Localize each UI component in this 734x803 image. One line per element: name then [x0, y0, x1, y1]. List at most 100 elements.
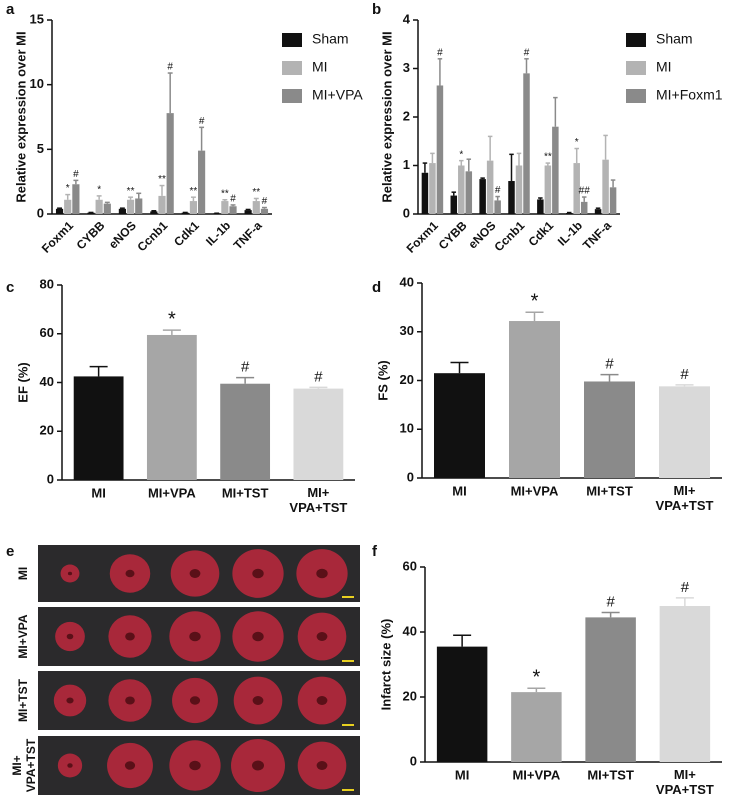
x-tick-label: TNF-a — [231, 218, 265, 252]
bar — [479, 179, 486, 214]
bar — [135, 198, 143, 214]
bar — [573, 163, 580, 214]
bar — [126, 199, 135, 214]
row-label: MI — [16, 567, 30, 580]
bar — [594, 209, 602, 214]
panel-letter: d — [372, 279, 381, 296]
x-tick-label: Ccnb1 — [492, 218, 528, 254]
x-tick-label: IL-1b — [203, 218, 233, 248]
slice-lumen — [189, 696, 201, 705]
y-tick-label: 60 — [40, 325, 54, 340]
bar — [166, 113, 174, 214]
slice-lumen — [125, 632, 135, 641]
x-tick-label: MI+TST — [222, 485, 269, 500]
y-tick-label: 4 — [403, 11, 411, 26]
x-tick-label: MI+ VPA+TST — [656, 483, 714, 513]
bar — [580, 201, 588, 214]
bar — [565, 213, 573, 214]
x-tick-label: MI — [455, 767, 469, 782]
bar — [450, 195, 458, 214]
annotation: # — [680, 366, 689, 383]
y-axis-label: Relative expression over MI — [13, 31, 28, 202]
bar — [55, 208, 64, 214]
slice-lumen — [66, 633, 74, 640]
annotation: # — [167, 62, 173, 73]
y-tick-label: 0 — [410, 753, 417, 768]
panel-letter: a — [6, 1, 15, 18]
panel-letter: e — [6, 543, 14, 560]
legend-label: Sham — [312, 31, 349, 47]
x-tick-label: Cdk1 — [526, 218, 557, 249]
annotation: # — [524, 47, 530, 58]
bar — [244, 210, 252, 214]
y-axis-label: FS (%) — [375, 360, 390, 400]
legend-label: MI+Foxm1 — [656, 87, 723, 103]
panel-letter: b — [372, 1, 381, 18]
slice-lumen — [189, 569, 201, 578]
bar — [659, 606, 711, 762]
y-tick-label: 40 — [400, 274, 414, 289]
bar — [585, 617, 636, 762]
annotation: ## — [579, 186, 591, 197]
annotation: ** — [127, 186, 135, 197]
panel-letter: f — [372, 543, 378, 560]
x-tick-label: MI — [452, 483, 466, 498]
y-tick-label: 20 — [400, 372, 414, 387]
scale-bar — [342, 789, 354, 791]
y-tick-label: 15 — [30, 11, 44, 26]
row-label: MI+VPA — [16, 614, 30, 658]
bar — [220, 383, 271, 480]
bar — [72, 184, 80, 214]
slice-lumen — [125, 569, 135, 578]
y-tick-label: 10 — [400, 421, 414, 436]
x-tick-label: MI+ VPA+TST — [656, 767, 714, 797]
bar — [537, 199, 544, 214]
annotation: * — [459, 149, 463, 160]
annotation: # — [241, 359, 250, 376]
bar — [659, 386, 710, 478]
bar — [609, 187, 617, 214]
bar — [429, 163, 436, 214]
slice-lumen — [316, 696, 328, 705]
y-tick-label: 2 — [403, 108, 410, 123]
bar — [146, 334, 197, 480]
annotation: ** — [221, 188, 229, 199]
annotation: # — [681, 579, 690, 596]
bar — [515, 165, 523, 214]
y-tick-label: 60 — [403, 558, 417, 573]
bar — [458, 165, 465, 214]
legend-swatch — [282, 33, 302, 47]
bar — [584, 381, 635, 478]
annotation: ** — [190, 186, 198, 197]
y-tick-label: 30 — [400, 323, 414, 338]
bar — [436, 646, 488, 762]
row-label: MI+VPA+TST — [10, 738, 38, 792]
annotation: # — [73, 169, 79, 180]
bar — [509, 321, 560, 478]
bar — [436, 85, 444, 214]
scale-bar — [342, 724, 354, 726]
slice-lumen — [252, 696, 264, 705]
annotation: * — [575, 137, 579, 148]
annotation: # — [262, 196, 268, 207]
y-tick-label: 5 — [37, 141, 44, 156]
bar — [198, 150, 206, 214]
annotation: # — [230, 194, 236, 205]
y-tick-label: 20 — [40, 423, 54, 438]
slice-lumen — [252, 568, 264, 579]
x-tick-label: MI+VPA — [512, 767, 560, 782]
slice-lumen — [189, 631, 201, 642]
bar — [229, 206, 237, 214]
bar — [523, 73, 530, 214]
annotation: * — [168, 308, 176, 330]
x-tick-label: MI+TST — [586, 483, 633, 498]
bar — [189, 201, 198, 214]
y-tick-label: 80 — [40, 276, 54, 291]
x-tick-label: TNF-a — [580, 218, 614, 252]
bar — [260, 208, 269, 214]
bar — [103, 203, 111, 214]
legend-swatch — [626, 61, 646, 75]
legend-label: MI — [312, 59, 328, 75]
annotation: # — [437, 47, 443, 58]
legend-swatch — [282, 89, 302, 103]
